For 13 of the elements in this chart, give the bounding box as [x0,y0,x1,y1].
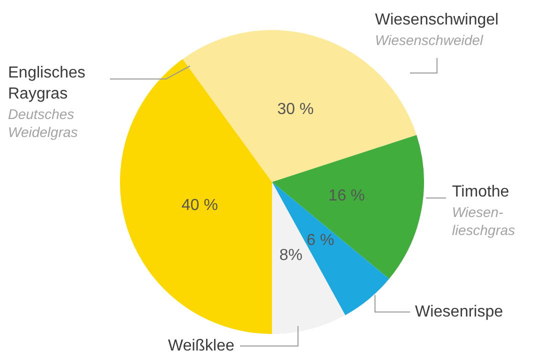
data-label: 16 % [328,188,365,205]
slice-label: Weißklee [168,337,234,354]
data-label: 8% [279,247,302,264]
text: Wiesen-lieschgras [452,204,516,238]
data-label: 6 % [306,232,334,249]
slice-label: Englisches Raygras [8,64,86,102]
data-label: 30 % [277,101,314,118]
slice-label: Wiesenrispe [415,303,504,320]
data-label: 40 % [181,196,218,214]
text: Deutsches Weidelgras [8,106,78,140]
text: Wiesenschweidel [375,32,484,48]
slice-label: Wiesenschwingel [375,11,499,28]
slice-label: Timothe [452,183,510,200]
